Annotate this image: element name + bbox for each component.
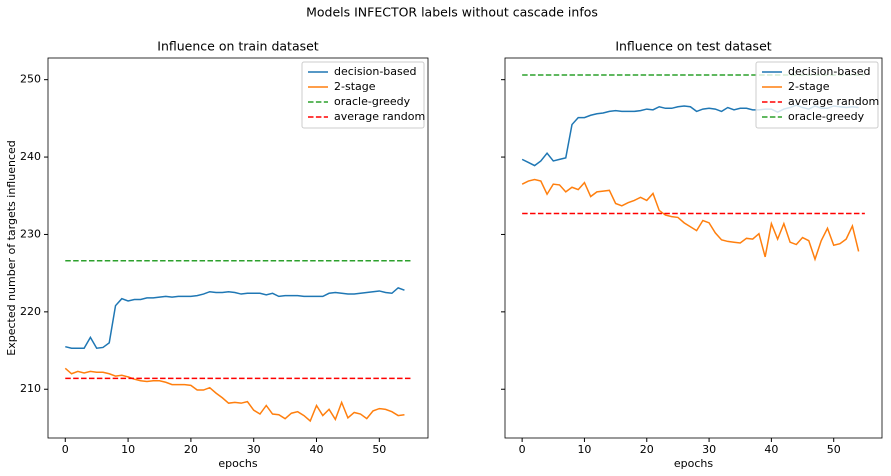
y-tick-label: 210 — [20, 382, 41, 395]
legend-label: decision-based — [334, 65, 417, 78]
x-tick-label: 20 — [184, 443, 198, 456]
x-tick-label: 40 — [764, 443, 778, 456]
y-tick-label: 230 — [20, 227, 41, 240]
series-line — [64, 367, 405, 423]
series-line — [65, 287, 405, 350]
x-tick-label: 0 — [519, 443, 526, 456]
legend-label: decision-based — [788, 65, 871, 78]
legend-label: 2-stage — [334, 80, 376, 93]
legend-box — [755, 61, 879, 129]
x-axis-label: epochs — [218, 457, 257, 470]
y-axis-label: Expected number of targets influenced — [5, 140, 18, 355]
axes-frame — [504, 57, 883, 439]
x-tick-label: 30 — [247, 443, 261, 456]
y-tick-label: 250 — [20, 73, 41, 86]
x-tick-label: 0 — [62, 443, 69, 456]
legend-label: oracle-greedy — [788, 110, 865, 123]
subplot-title: Influence on test dataset — [615, 39, 771, 54]
legend-label: average random — [788, 95, 879, 108]
x-tick-label: 40 — [310, 443, 324, 456]
x-tick-label: 10 — [121, 443, 135, 456]
y-tick-label: 240 — [20, 150, 41, 163]
legend-label: oracle-greedy — [334, 95, 411, 108]
axes-frame — [47, 57, 429, 439]
legend-label: average random — [334, 110, 425, 123]
series-line — [521, 178, 860, 262]
y-tick-label: 220 — [20, 305, 41, 318]
x-tick-label: 30 — [702, 443, 716, 456]
legend-box — [301, 61, 425, 129]
legend-label: 2-stage — [788, 80, 830, 93]
x-tick-label: 50 — [372, 443, 386, 456]
x-tick-label: 50 — [827, 443, 841, 456]
x-tick-label: 10 — [577, 443, 591, 456]
subplot-title: Influence on train dataset — [157, 39, 319, 54]
x-axis-label: epochs — [674, 457, 713, 470]
x-tick-label: 20 — [640, 443, 654, 456]
figure-title: Models INFECTOR labels without cascade i… — [306, 5, 598, 20]
